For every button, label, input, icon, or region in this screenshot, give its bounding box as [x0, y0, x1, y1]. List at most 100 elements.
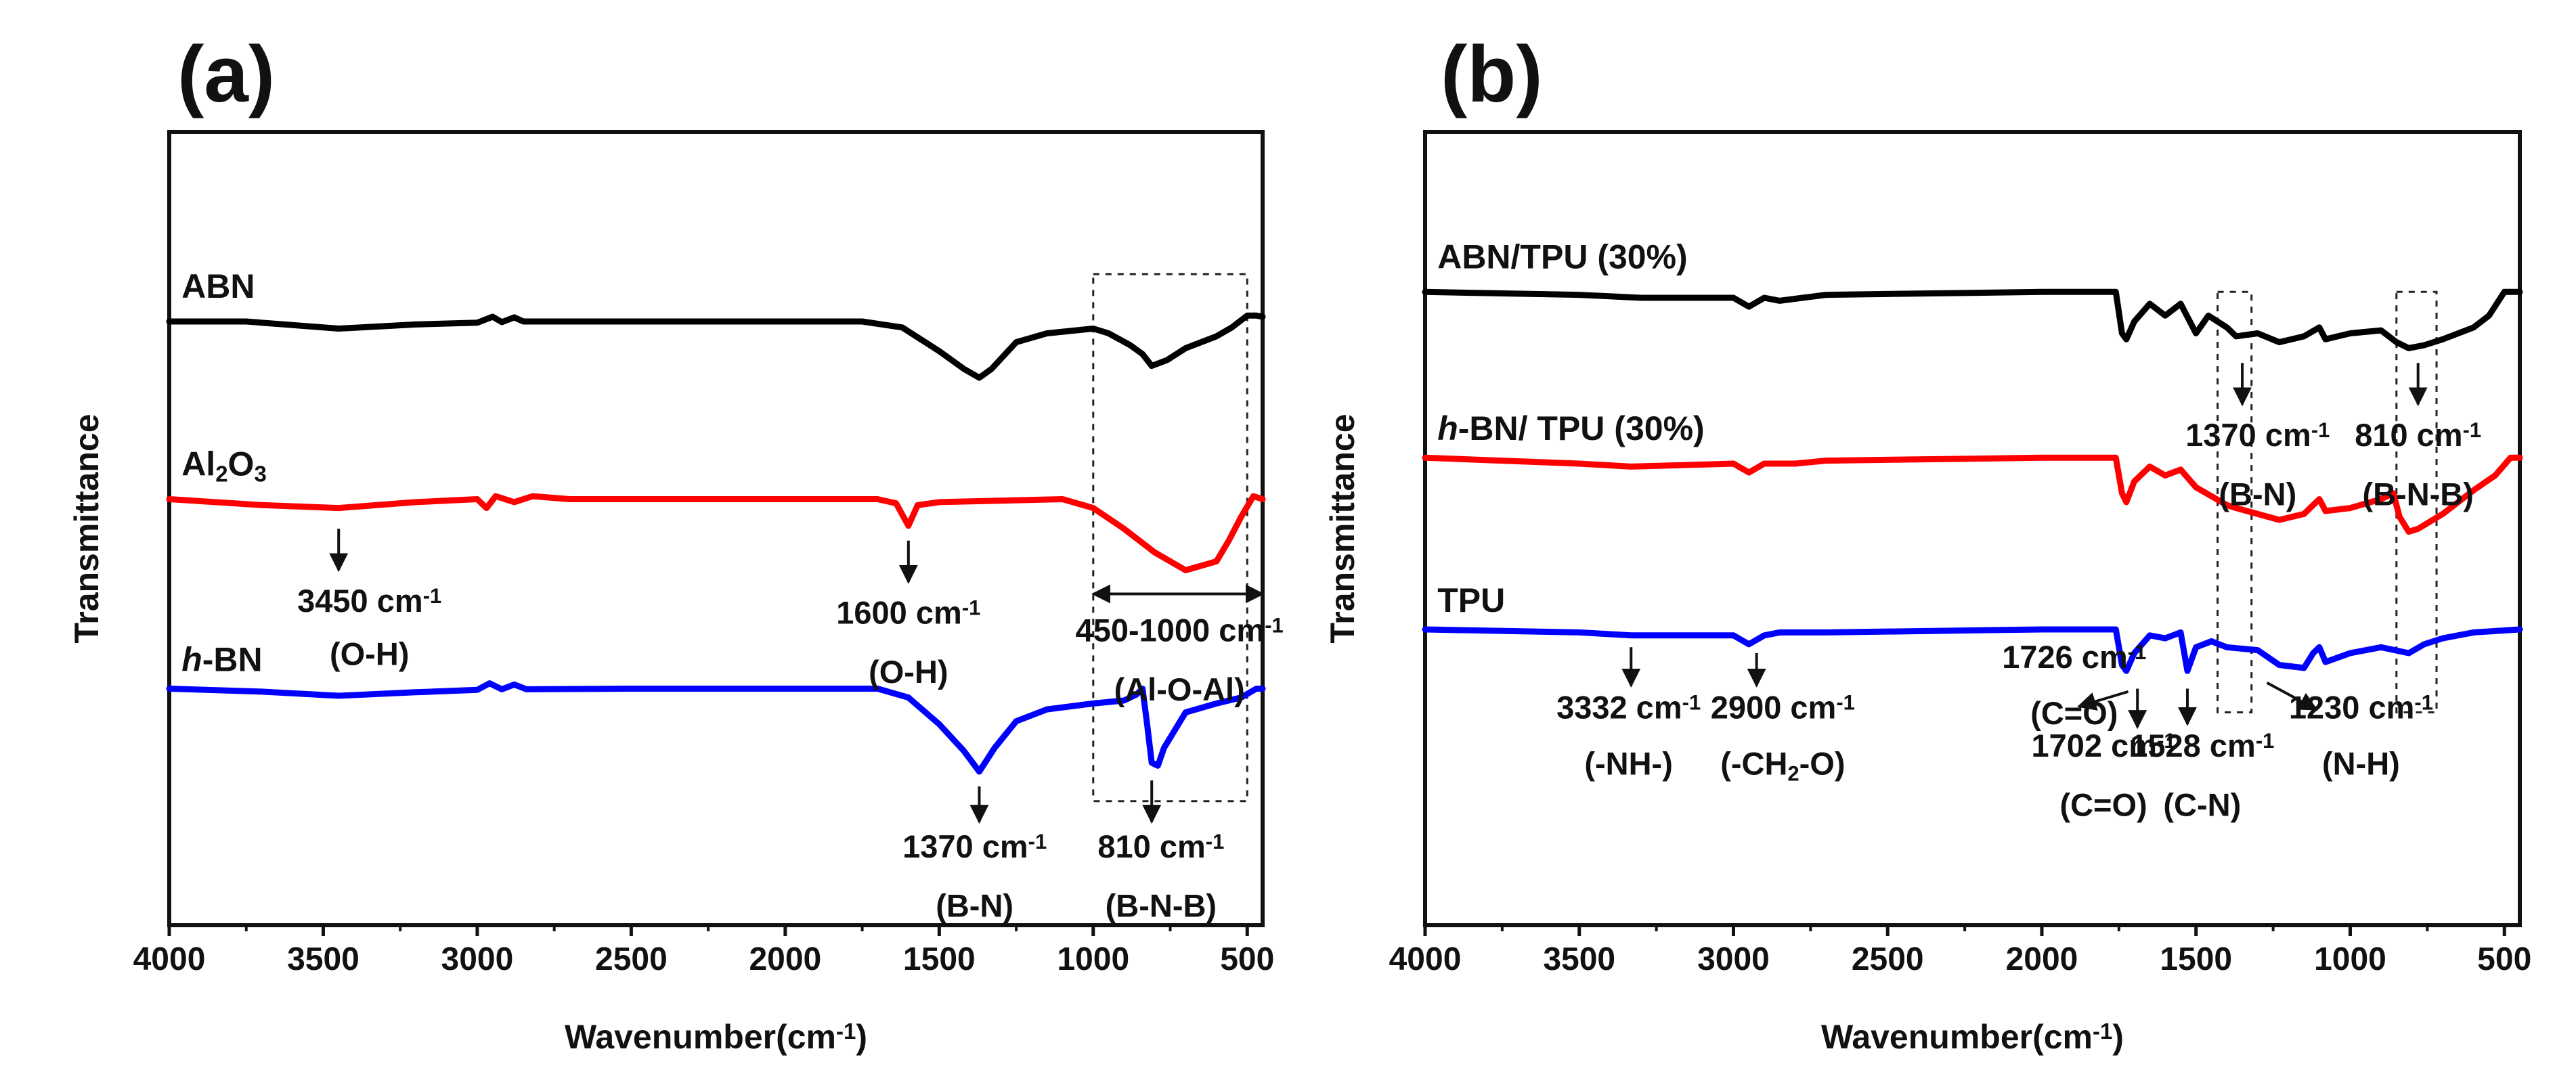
x-tick-label: 500	[2477, 941, 2531, 977]
series-label-part: h	[1437, 409, 1458, 447]
peak-annotation-part: (-CH	[1720, 745, 1787, 781]
peak-annotation-part: -1	[1265, 613, 1284, 637]
peak-annotation-part: -1	[2463, 418, 2482, 442]
peak-annotation: (N-H)	[2322, 745, 2400, 781]
peak-annotation: 3450 cm-1	[297, 583, 441, 619]
peak-annotation-part: -1	[1682, 690, 1701, 714]
peak-annotation-part: 1600 cm	[836, 594, 962, 630]
x-tick-label: 2500	[1852, 941, 1924, 977]
series-label-part: O	[228, 445, 255, 483]
x-tick-label: 1000	[2314, 941, 2386, 977]
series-label-part: h	[181, 640, 202, 678]
peak-annotation-part: (N-H)	[2322, 745, 2400, 781]
x-tick-label: 2500	[595, 941, 668, 977]
series-label-part: -BN	[202, 640, 263, 678]
x-tick-label: 1500	[2160, 941, 2232, 977]
peak-annotation-part: (B-N-B)	[1106, 887, 1217, 923]
peak-annotation: (B-N)	[936, 887, 1013, 923]
peak-annotation-part: 1528 cm	[2130, 728, 2256, 763]
peak-annotation-part: -1	[962, 596, 981, 619]
peak-annotation-part: 1370 cm	[2185, 417, 2311, 453]
x-tick-label: 1000	[1057, 941, 1129, 977]
peak-annotation-part: (O-H)	[330, 636, 409, 672]
peak-annotation-part: 1726 cm	[2002, 639, 2128, 675]
peak-annotation-part: 450-1000 cm	[1076, 613, 1265, 648]
plot-frame	[1423, 130, 2522, 927]
peak-annotation-part: -1	[423, 584, 442, 608]
peak-annotation-part: (B-N-B)	[2362, 476, 2473, 512]
panel-b: (b) 4000 3500 3000 2500 2000 1500 1000 500 Wavenu…	[1324, 30, 2531, 1056]
peak-annotation: (-NH-)	[1584, 745, 1673, 781]
peak-annotation: (O-H)	[869, 654, 948, 690]
peak-annotation: (C=O)	[2059, 787, 2147, 823]
peak-annotation-part: 1370 cm	[902, 828, 1028, 864]
peak-annotation-part: (B-N)	[936, 887, 1013, 923]
series-line-abn-tpu-30-	[1422, 288, 2523, 351]
peak-annotation-part: -1	[1206, 830, 1225, 853]
peak-annotation-part: -1	[2157, 729, 2176, 753]
peak-annotation: 450-1000 cm-1	[1076, 613, 1284, 648]
series-label: Al2O3	[181, 445, 267, 487]
peak-annotation-part: 810 cm	[2355, 417, 2462, 453]
series-label: h-BN	[181, 640, 262, 678]
series-label-part: TPU	[1437, 581, 1505, 619]
peak-annotation: 810 cm-1	[2355, 417, 2481, 453]
y-axis-title: Transmittance	[1324, 414, 1361, 643]
series-label-part: -BN/ TPU (30%)	[1458, 409, 1705, 447]
peak-annotation: 2900 cm-1	[1711, 689, 1855, 725]
pointer-arrow	[2266, 681, 2318, 711]
peak-annotation-part: -1	[1836, 690, 1855, 714]
peak-annotation-part: -1	[2414, 690, 2433, 714]
series-line-tpu	[1422, 626, 2523, 674]
peak-annotation-part: (Al-O-Al)	[1114, 671, 1245, 707]
peak-annotation-part: -1	[2256, 729, 2275, 753]
peak-annotation-part: -1	[2311, 418, 2330, 442]
peak-annotation-part: 810 cm	[1097, 828, 1205, 864]
peak-annotation: 1600 cm-1	[836, 594, 980, 630]
series-label: h-BN/ TPU (30%)	[1437, 409, 1704, 447]
peak-annotation: 1726 cm-1	[2002, 639, 2146, 675]
peak-annotation-part: (O-H)	[869, 654, 948, 690]
series-label-part: ABN/TPU (30%)	[1437, 238, 1687, 275]
pointer-arrow	[2076, 690, 2129, 711]
highlight-dashed-box	[1092, 273, 1248, 803]
peak-annotation: 810 cm-1	[1097, 828, 1224, 864]
series-line-h-bn	[166, 680, 1266, 775]
x-axis-title: Wavenumber(cm-1)	[1821, 1018, 2124, 1056]
plot-frame	[167, 130, 1265, 927]
peak-annotation: 1702 cm-1	[2032, 728, 2176, 763]
peak-annotation: (O-H)	[330, 636, 409, 672]
peak-annotation-part: 3450 cm	[297, 583, 423, 619]
panel-label: (a)	[177, 30, 275, 119]
peak-annotation-part: 1230 cm	[2289, 689, 2415, 725]
panel-a: (a) 4000 3500 3000 2500 2000 1500 1000 500 Wavenu…	[68, 30, 1284, 1056]
x-tick-label: 2000	[749, 941, 821, 977]
series-line-abn	[166, 312, 1266, 381]
series-line-al2o3	[166, 493, 1266, 573]
peak-annotation-part: -1	[1028, 830, 1047, 853]
x-axis-title: Wavenumber(cm-1)	[565, 1018, 867, 1056]
peak-annotation: (-CH2-O)	[1720, 745, 1845, 785]
series-label-part: ABN	[181, 267, 255, 305]
peak-annotation: 1230 cm-1	[2289, 689, 2433, 725]
x-tick-label: 2000	[2006, 941, 2078, 977]
peak-annotation-part: 3332 cm	[1556, 689, 1682, 725]
peak-annotation-part: (C-N)	[2163, 787, 2241, 823]
peak-annotation: (Al-O-Al)	[1114, 671, 1245, 707]
series-label-part: 2	[215, 462, 227, 487]
x-tick-label: 1500	[903, 941, 976, 977]
peak-annotation: 1370 cm-1	[2185, 417, 2330, 453]
peak-annotation: 1370 cm-1	[902, 828, 1047, 864]
peak-annotation-part: 2900 cm	[1711, 689, 1837, 725]
peak-annotation: (B-N-B)	[1106, 887, 1217, 923]
x-tick-label: 4000	[1389, 941, 1462, 977]
y-axis-title: Transmittance	[68, 414, 106, 643]
peak-annotation-part: (B-N)	[2219, 476, 2296, 512]
peak-annotation-part: (C=O)	[2059, 787, 2147, 823]
peak-annotation-part: (C=O)	[2030, 695, 2118, 731]
peak-annotation-part: 2	[1787, 761, 1799, 785]
peak-annotation-part: -O)	[1799, 745, 1846, 781]
x-tick-label: 500	[1220, 941, 1274, 977]
series-label: TPU	[1437, 581, 1505, 619]
